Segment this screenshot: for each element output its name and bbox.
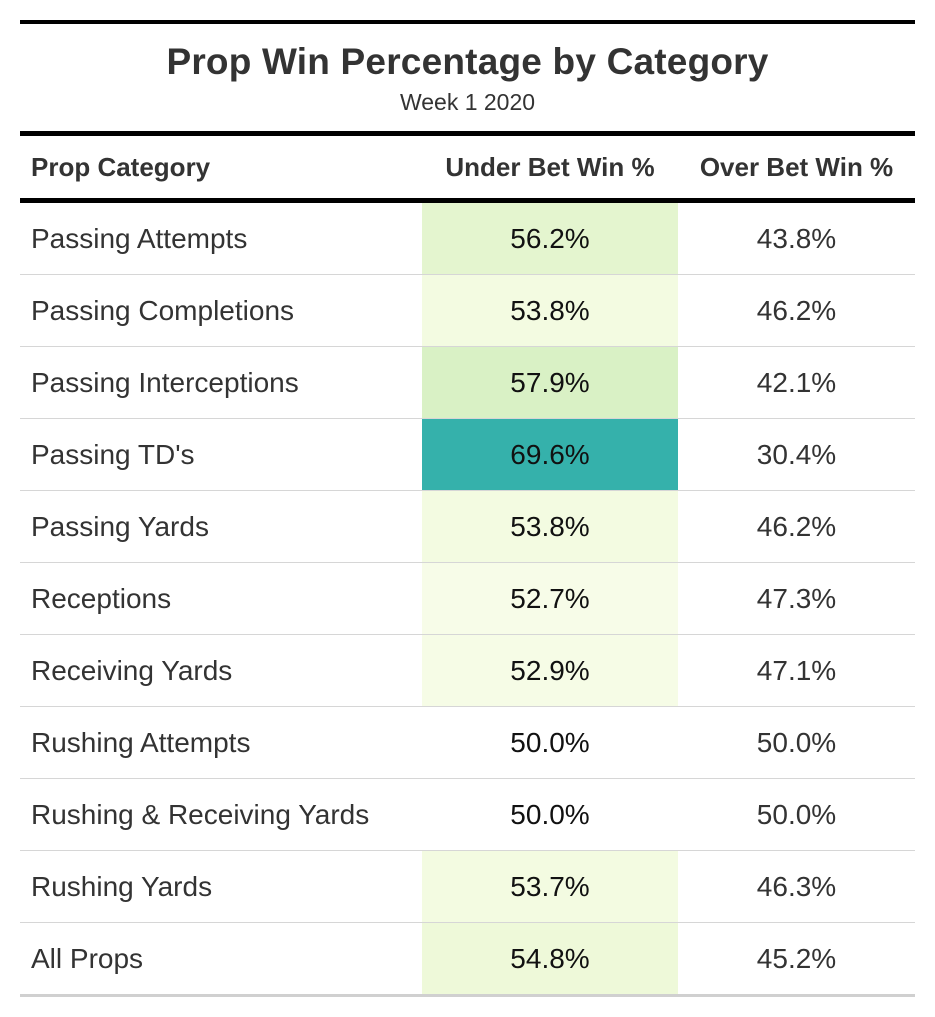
table-row: Passing Yards 53.8% 46.2% bbox=[20, 490, 915, 563]
row-category-cell: Passing Completions bbox=[20, 274, 422, 347]
over-win-cell: 46.2% bbox=[678, 490, 915, 563]
under-win-cell: 57.9% bbox=[422, 346, 678, 419]
table-row: Passing Interceptions 57.9% 42.1% bbox=[20, 346, 915, 419]
under-win-cell: 50.0% bbox=[422, 706, 678, 779]
over-win-cell: 46.3% bbox=[678, 850, 915, 923]
under-win-cell: 56.2% bbox=[422, 200, 678, 275]
table-row: Passing TD's 69.6% 30.4% bbox=[20, 418, 915, 491]
over-win-cell: 43.8% bbox=[678, 200, 915, 275]
row-category-cell: Passing Yards bbox=[20, 490, 422, 563]
column-header-under: Under Bet Win % bbox=[445, 151, 655, 182]
over-win-cell: 46.2% bbox=[678, 274, 915, 347]
column-header-over: Over Bet Win % bbox=[699, 151, 894, 182]
row-category-cell: Rushing Attempts bbox=[20, 706, 422, 779]
under-win-cell: 54.8% bbox=[422, 922, 678, 997]
row-category-cell: Receiving Yards bbox=[20, 634, 422, 707]
table-subtitle: Week 1 2020 bbox=[399, 89, 536, 115]
table-row: All Props 54.8% 45.2% bbox=[20, 922, 915, 997]
table-row: Receptions 52.7% 47.3% bbox=[20, 562, 915, 635]
over-win-cell: 47.1% bbox=[678, 634, 915, 707]
over-win-cell: 30.4% bbox=[678, 418, 915, 491]
header-top-rule bbox=[20, 131, 915, 136]
table-row: Rushing Attempts 50.0% 50.0% bbox=[20, 706, 915, 779]
over-win-cell: 50.0% bbox=[678, 706, 915, 779]
over-win-cell: 45.2% bbox=[678, 922, 915, 997]
under-win-cell: 53.7% bbox=[422, 850, 678, 923]
row-category-cell: Rushing Yards bbox=[20, 850, 422, 923]
row-category-cell: Passing TD's bbox=[20, 418, 422, 491]
prop-win-table: Prop Category Under Bet Win % Over Bet W… bbox=[20, 136, 915, 997]
row-category-cell: Passing Attempts bbox=[20, 200, 422, 275]
column-header-category: Prop Category bbox=[31, 151, 211, 182]
under-win-cell: 53.8% bbox=[422, 274, 678, 347]
row-category-cell: Rushing & Receiving Yards bbox=[20, 778, 422, 851]
table-row: Passing Completions 53.8% 46.2% bbox=[20, 274, 915, 347]
row-category-cell: All Props bbox=[20, 922, 422, 997]
under-win-cell: 52.7% bbox=[422, 562, 678, 635]
row-category-cell: Receptions bbox=[20, 562, 422, 635]
table-row: Rushing & Receiving Yards 50.0% 50.0% bbox=[20, 778, 915, 851]
under-win-cell: 69.6% bbox=[422, 418, 678, 491]
row-category-cell: Passing Interceptions bbox=[20, 346, 422, 419]
table-row: Passing Attempts 56.2% 43.8% bbox=[20, 200, 915, 275]
over-win-cell: 50.0% bbox=[678, 778, 915, 851]
table-title: Prop Win Percentage by Category bbox=[166, 41, 769, 82]
over-win-cell: 42.1% bbox=[678, 346, 915, 419]
table-row: Rushing Yards 53.7% 46.3% bbox=[20, 850, 915, 923]
under-win-cell: 52.9% bbox=[422, 634, 678, 707]
table-container: Prop Win Percentage by Category Week 1 2… bbox=[20, 20, 915, 997]
under-win-cell: 50.0% bbox=[422, 778, 678, 851]
under-win-cell: 53.8% bbox=[422, 490, 678, 563]
top-rule bbox=[20, 20, 915, 24]
table-body: Passing Attempts 56.2% 43.8% Passing Comple… bbox=[20, 200, 915, 997]
over-win-cell: 47.3% bbox=[678, 562, 915, 635]
table-row: Receiving Yards 52.9% 47.1% bbox=[20, 634, 915, 707]
header-row: Prop Category Under Bet Win % Over Bet W… bbox=[20, 136, 915, 201]
